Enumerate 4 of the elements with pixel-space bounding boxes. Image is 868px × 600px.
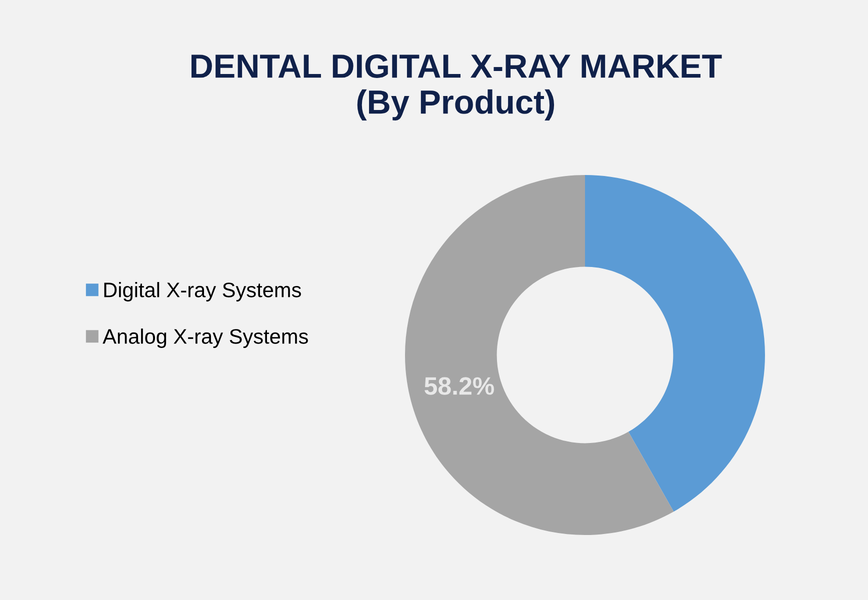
legend-label: Analog X-ray Systems [102,328,308,348]
data-label: 58.2% [424,377,494,395]
chart-title: DENTAL DIGITAL X-RAY MARKET (By Product) [192,54,722,120]
legend-label: Digital X-ray Systems [104,282,301,302]
